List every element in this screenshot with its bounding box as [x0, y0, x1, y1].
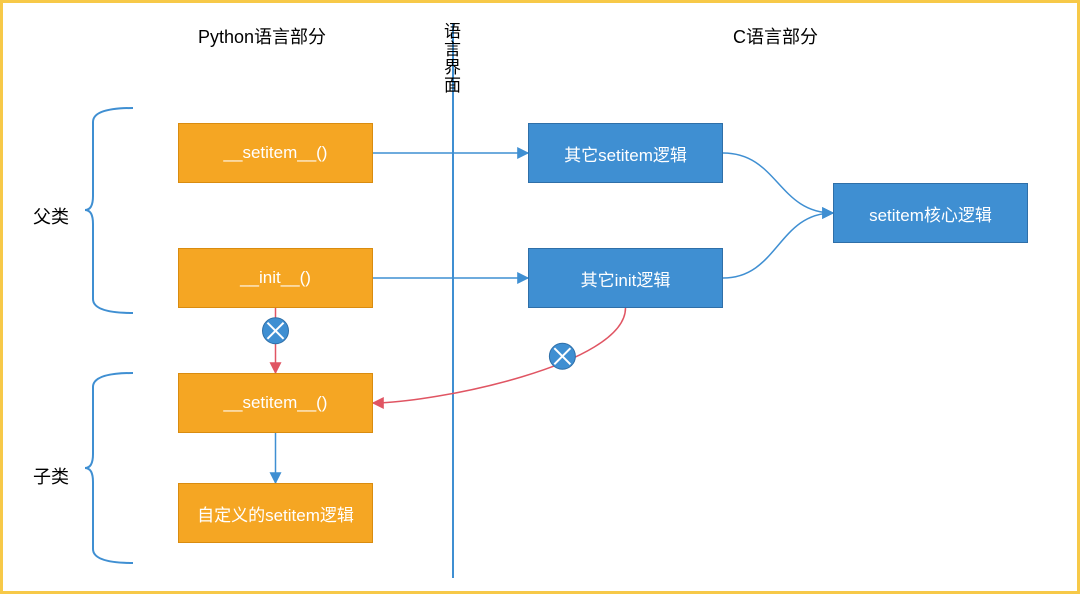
header-python: Python语言部分	[198, 23, 326, 49]
node-c-init-other: 其它init逻辑	[528, 248, 723, 308]
diagram-frame: Python语言部分 语言界面 C语言部分 父类 子类 __setitem__(…	[0, 0, 1080, 594]
node-py-init: __init__()	[178, 248, 373, 308]
side-label-child: 子类	[33, 463, 69, 489]
node-py-setitem-parent: __setitem__()	[178, 123, 373, 183]
header-c: C语言部分	[733, 23, 818, 49]
header-interface: 语言界面	[444, 23, 461, 94]
node-py-custom: 自定义的setitem逻辑	[178, 483, 373, 543]
node-c-core: setitem核心逻辑	[833, 183, 1028, 243]
side-label-parent: 父类	[33, 203, 69, 229]
node-c-setitem-other: 其它setitem逻辑	[528, 123, 723, 183]
node-py-setitem-child: __setitem__()	[178, 373, 373, 433]
